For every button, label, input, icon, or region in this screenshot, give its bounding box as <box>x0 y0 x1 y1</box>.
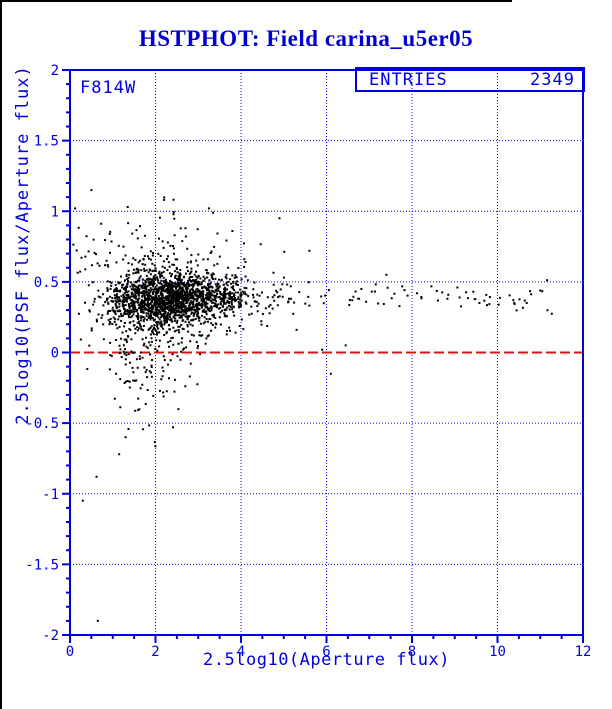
x-tick-label: 6 <box>322 644 330 660</box>
scatter-points <box>72 189 553 622</box>
y-tick-label: -1 <box>42 487 59 503</box>
entries-label: ENTRIES <box>369 69 448 90</box>
filter-label: F814W <box>80 78 137 98</box>
window-border-top <box>0 0 512 2</box>
x-tick-label: 10 <box>489 644 506 660</box>
y-tick-label: 0.5 <box>34 275 59 291</box>
y-tick-label: -0.5 <box>25 416 59 432</box>
x-axis-label: 2.5log10(Aperture flux) <box>203 650 450 670</box>
x-tick-label: 8 <box>408 644 416 660</box>
y-tick-label: 2 <box>51 63 59 79</box>
x-tick-label: 4 <box>237 644 245 660</box>
y-tick-label: 1.5 <box>34 134 59 150</box>
x-tick-label: 12 <box>575 644 592 660</box>
entries-box: ENTRIES 2349 <box>355 67 585 92</box>
entries-value: 2349 <box>530 69 575 90</box>
page-title: HSTPHOT: Field carina_u5er05 <box>138 26 474 51</box>
x-tick-label: 2 <box>151 644 159 660</box>
y-tick-label: -1.5 <box>25 557 59 573</box>
tick-labels: 0 2 4 6 8 10 12 -2 -1.5 -1 -0.5 0 0.5 1 1.5 2 <box>25 63 591 660</box>
y-tick-label: -2 <box>42 628 59 644</box>
axis-ticks <box>62 69 584 643</box>
window-border-left <box>0 0 2 709</box>
y-tick-label: 1 <box>51 204 59 220</box>
x-tick-label: 0 <box>66 644 74 660</box>
y-axis-label: 2.5log10(PSF flux/Aperture flux) <box>13 65 33 425</box>
y-tick-label: 0 <box>51 346 59 362</box>
